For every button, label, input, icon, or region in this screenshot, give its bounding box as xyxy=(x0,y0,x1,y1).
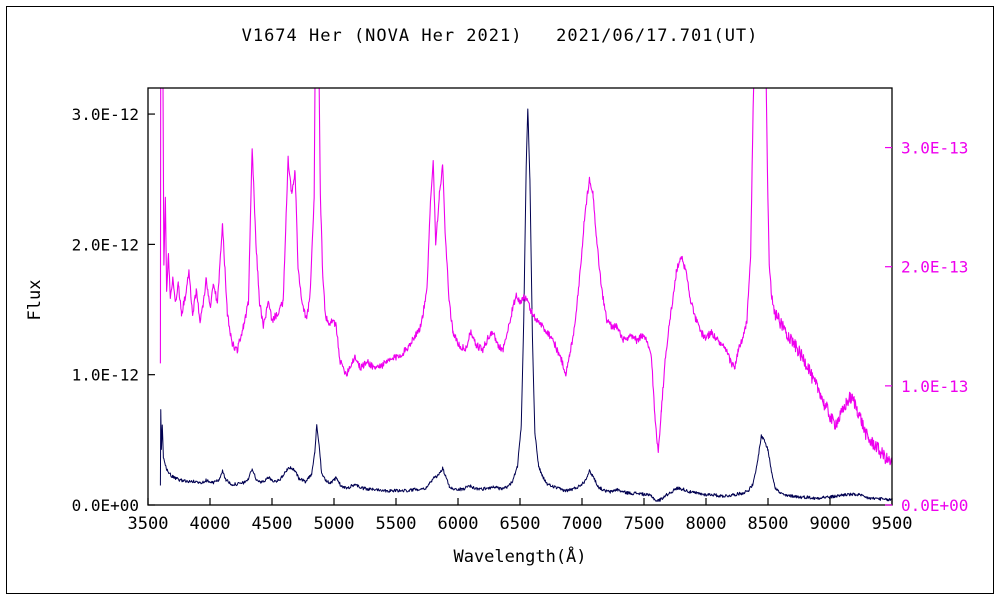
x-tick-label: 8500 xyxy=(748,514,789,534)
y-axis-label: Flux xyxy=(25,280,45,321)
left-y-tick-label: 0.0E+00 xyxy=(72,496,139,515)
chart-title: V1674 Her (NOVA Her 2021) 2021/06/17.701… xyxy=(241,26,759,46)
axes-layer: 3500 4000 4500 5000 5500 6000 6500 7000 7500 8000… xyxy=(72,87,968,534)
x-tick-label: 5000 xyxy=(314,514,355,534)
right-y-tick-label: 3.0E-13 xyxy=(901,139,968,158)
x-tick-label: 9500 xyxy=(872,514,913,534)
x-tick-label: 7500 xyxy=(624,514,665,534)
right-y-tick-label: 0.0E+00 xyxy=(901,496,968,515)
x-tick-label: 6000 xyxy=(438,514,479,534)
x-tick-label: 7000 xyxy=(562,514,603,534)
x-tick-label: 5500 xyxy=(376,514,417,534)
series-layer xyxy=(159,88,892,502)
left-y-tick-label: 1.0E-12 xyxy=(72,366,139,385)
left-y-tick-label: 3.0E-12 xyxy=(72,105,139,124)
x-tick-label: 8000 xyxy=(686,514,727,534)
x-tick-label: 6500 xyxy=(500,514,541,534)
right-y-tick-label: 1.0E-13 xyxy=(901,377,968,396)
x-axis-label: Wavelength(Å) xyxy=(453,545,586,567)
spectrum-faint-right-axis xyxy=(159,88,892,466)
x-tick-label: 9000 xyxy=(810,514,851,534)
spectrum-bright-left-axis xyxy=(159,108,892,502)
x-tick-label: 4500 xyxy=(252,514,293,534)
x-tick-label: 3500 xyxy=(128,514,169,534)
x-tick-label: 4000 xyxy=(190,514,231,534)
left-y-tick-label: 2.0E-12 xyxy=(72,235,139,254)
right-y-tick-label: 2.0E-13 xyxy=(901,258,968,277)
